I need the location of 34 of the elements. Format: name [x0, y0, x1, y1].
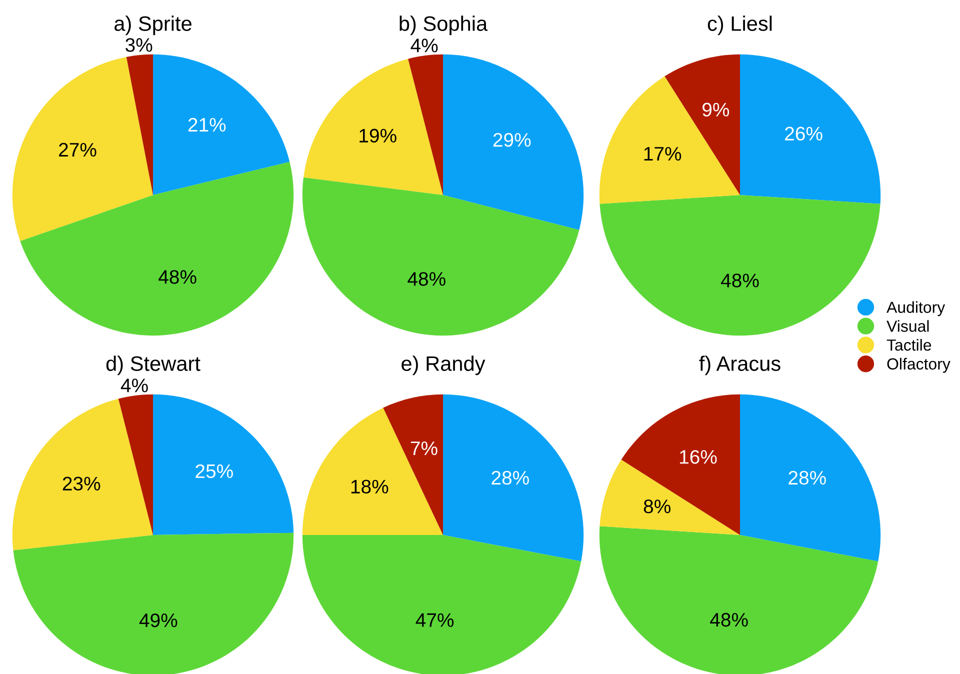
data-label: 26% [785, 126, 822, 141]
data-label: 19% [360, 128, 396, 143]
data-label: 4% [120, 378, 148, 392]
data-label: 16% [680, 450, 717, 464]
legend-label: Visual [886, 320, 929, 332]
data-label: 21% [188, 118, 226, 132]
chart-title: f) Aracus [699, 356, 780, 376]
legend-label: Tactile [886, 338, 932, 351]
data-label: 48% [710, 612, 748, 627]
data-label: 25% [196, 464, 233, 478]
data-label: 47% [416, 613, 454, 627]
data-label: 23% [62, 476, 100, 491]
legend-label: Auditory [886, 301, 946, 316]
data-label: 3% [126, 38, 152, 52]
data-label: 7% [410, 441, 438, 456]
chart-title: a) Sprite [114, 16, 192, 36]
data-label: 48% [408, 272, 446, 286]
data-label: 27% [59, 142, 96, 157]
chart-title: d) Stewart [106, 356, 200, 376]
data-label: 28% [788, 470, 826, 485]
legend-label: Olfactory [887, 358, 950, 373]
data-label: 9% [702, 102, 730, 117]
data-label: 18% [351, 480, 388, 494]
data-label: 28% [492, 470, 529, 485]
data-label: 48% [720, 274, 759, 288]
data-label: 4% [410, 38, 438, 52]
data-label: 29% [493, 133, 531, 147]
chart-title: b) Sophia [400, 16, 488, 36]
chart-title: e) Randy [402, 356, 486, 376]
data-label: 49% [139, 613, 178, 628]
data-label: 17% [644, 146, 682, 161]
chart-title: c) Liesl [708, 16, 772, 36]
data-label: 48% [158, 270, 196, 284]
data-label: 8% [644, 500, 670, 514]
